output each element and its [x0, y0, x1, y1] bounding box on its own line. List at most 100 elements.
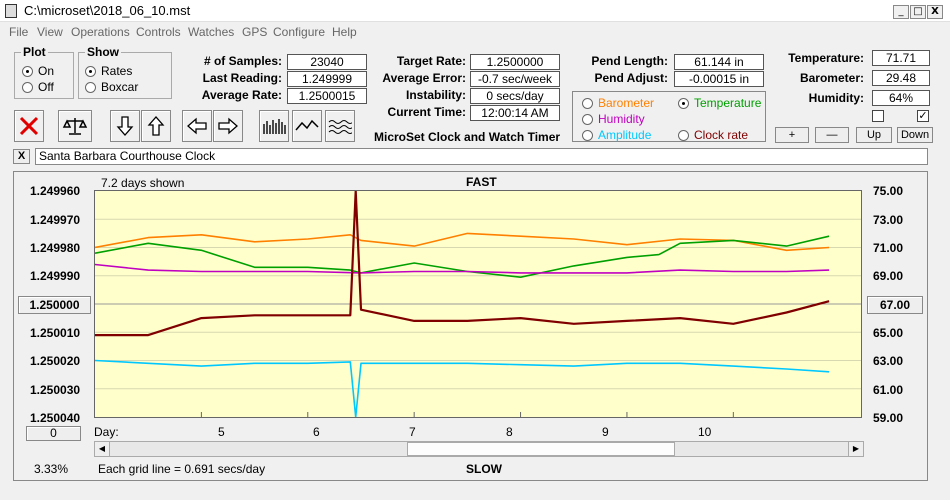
clock-name-input[interactable]: Santa Barbara Courthouse Clock — [35, 148, 928, 165]
slow-label: SLOW — [466, 462, 502, 476]
wave-view-button[interactable] — [325, 110, 355, 142]
pend-length-label: Pend Length: — [591, 54, 668, 68]
scale-plus-button[interactable]: + — [775, 127, 809, 143]
scale-minus-button[interactable]: — — [815, 127, 849, 143]
humidity-label: Humidity: — [808, 91, 864, 105]
chart-svg — [94, 189, 861, 418]
maximize-button[interactable]: □ — [910, 5, 926, 19]
x-tick: 8 — [506, 425, 513, 439]
center-rate-button[interactable]: 1.250000 — [18, 296, 91, 314]
pend-length-field: 61.144 in — [674, 54, 764, 70]
y-tick-right: 73.00 — [873, 213, 904, 227]
up-arrow-button[interactable] — [141, 110, 171, 142]
menu-controls[interactable]: Controls — [136, 25, 181, 39]
plot-off-radio[interactable]: Off — [22, 80, 54, 94]
menu-file[interactable]: File — [9, 25, 29, 39]
scroll-right-arrow-icon[interactable]: ▶ — [848, 442, 863, 456]
days-shown-label: 7.2 days shown — [101, 176, 185, 190]
balance-button[interactable] — [58, 110, 92, 142]
percent-label: 3.33% — [34, 462, 69, 476]
barometer-radio[interactable]: Barometer — [582, 96, 654, 110]
y-tick-left: 1.249980 — [30, 241, 81, 255]
amplitude-radio[interactable]: Amplitude — [582, 128, 651, 142]
radio-dot — [582, 97, 593, 109]
scale-up-button[interactable]: Up — [856, 127, 892, 143]
radio-dot — [85, 81, 96, 93]
average-error-field: -0.7 sec/week — [470, 71, 560, 87]
samples-field: 23040 — [287, 54, 367, 70]
minimize-button[interactable]: _ — [893, 5, 909, 19]
balance-scale-icon — [62, 118, 88, 135]
fast-label: FAST — [466, 175, 497, 189]
red-x-icon — [19, 116, 39, 136]
show-boxcar-label: Boxcar — [101, 80, 139, 94]
scroll-left-arrow-icon[interactable]: ◀ — [95, 442, 110, 456]
humidity-field: 64% — [872, 90, 930, 106]
plot-on-label: On — [38, 64, 55, 78]
plot-group-legend: Plot — [23, 45, 46, 59]
radio-dot — [22, 81, 33, 93]
down-arrow-button[interactable] — [110, 110, 140, 142]
line-view-button[interactable] — [292, 110, 322, 142]
radio-dot — [582, 113, 593, 125]
temperature-radio[interactable]: Temperature — [678, 96, 761, 110]
stop-button[interactable] — [14, 110, 44, 142]
last-reading-label: Last Reading: — [202, 71, 282, 85]
plot-group: Plot — [14, 45, 74, 99]
clock-rate-radio[interactable]: Clock rate — [678, 128, 748, 142]
show-rates-label: Rates — [101, 64, 133, 78]
time-scrollbar[interactable]: ◀ ▶ — [94, 441, 864, 457]
humidity-radio[interactable]: Humidity — [582, 112, 645, 126]
menu-gps[interactable]: GPS — [242, 25, 268, 39]
radio-dot — [678, 129, 689, 141]
y-tick-right: 69.00 — [873, 269, 904, 283]
average-error-label: Average Error: — [382, 71, 466, 85]
wave-icon — [328, 120, 352, 134]
menu-bar: File View Operations Controls Watches GP… — [0, 23, 950, 41]
show-rates-radio[interactable]: Rates — [85, 64, 132, 78]
grid-note: Each grid line = 0.691 secs/day — [98, 462, 266, 476]
right-arrow-button[interactable] — [213, 110, 243, 142]
menu-help[interactable]: Help — [332, 25, 357, 39]
pend-adjust-field: -0.00015 in — [674, 71, 764, 87]
menu-operations[interactable]: Operations — [71, 25, 130, 39]
instability-field: 0 secs/day — [470, 88, 560, 104]
menu-view[interactable]: View — [37, 25, 63, 39]
menu-watches[interactable]: Watches — [188, 25, 235, 39]
plot-on-radio[interactable]: On — [22, 64, 54, 78]
y-tick-left: 1.249990 — [30, 269, 81, 283]
x-tick: 5 — [218, 425, 225, 439]
amplitude-option-label: Amplitude — [598, 128, 652, 142]
x-tick: 9 — [602, 425, 609, 439]
y-tick-right: 59.00 — [873, 411, 904, 425]
day-axis-label: Day: — [94, 425, 119, 439]
bar-chart-icon — [263, 119, 286, 134]
series-line-amplitude — [94, 359, 830, 418]
arrow-up-icon — [147, 116, 165, 136]
instability-label: Instability: — [405, 88, 466, 102]
bar-view-button[interactable] — [259, 110, 289, 142]
pend-adjust-label: Pend Adjust: — [594, 71, 668, 85]
right-checkbox[interactable]: ✓ — [917, 110, 929, 122]
clear-name-button[interactable]: X — [13, 149, 30, 164]
center-temp-button[interactable]: 67.00 — [867, 296, 923, 314]
y-tick-left: 1.250030 — [30, 383, 81, 397]
scroll-thumb[interactable] — [407, 442, 675, 456]
y-tick-left: 1.250010 — [30, 326, 81, 340]
last-reading-field: 1.249999 — [287, 71, 367, 87]
y-tick-right: 65.00 — [873, 326, 904, 340]
aux-channel-selector — [572, 91, 766, 142]
y-tick-right: 75.00 — [873, 184, 904, 198]
app-icon[interactable] — [5, 4, 17, 18]
series-line-clock-rate — [95, 189, 830, 337]
y-tick-right: 63.00 — [873, 354, 904, 368]
close-button[interactable]: X — [927, 5, 943, 19]
scale-down-button[interactable]: Down — [897, 127, 933, 143]
left-checkbox[interactable] — [872, 110, 884, 122]
left-arrow-button[interactable] — [182, 110, 212, 142]
average-rate-field: 1.2500015 — [287, 88, 367, 104]
current-time-field: 12:00:14 AM — [470, 105, 560, 121]
zero-button[interactable]: 0 — [26, 426, 81, 441]
show-boxcar-radio[interactable]: Boxcar — [85, 80, 138, 94]
menu-configure[interactable]: Configure — [273, 25, 326, 39]
